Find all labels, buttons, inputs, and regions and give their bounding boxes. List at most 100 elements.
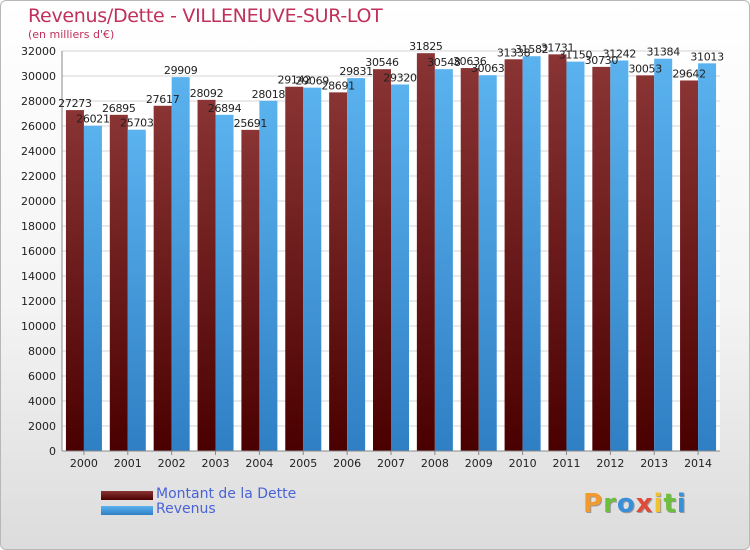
bar-revenus [259,100,278,452]
bar-revenus [391,84,409,451]
data-label-revenus: 28018 [252,88,286,101]
x-tick-label: 2012 [596,457,624,470]
y-tick-label: 12000 [21,295,56,308]
data-label-revenus: 31582 [515,43,549,56]
x-tick-label: 2003 [202,457,230,470]
bar-revenus [347,78,366,452]
data-label-revenus: 26021 [76,113,110,126]
legend-swatch-debt [101,491,153,500]
data-label-debt: 31825 [409,40,443,53]
bar-debt [592,66,611,451]
bar-revenus [434,69,453,452]
y-tick-label: 0 [49,445,56,458]
bar-debt [329,92,348,452]
y-tick-label: 22000 [21,170,56,183]
data-label-debt: 27273 [58,97,92,110]
data-label-revenus: 29831 [339,65,373,78]
chart-title: Revenus/Dette - VILLENEUVE-SUR-LOT [28,5,383,27]
bar-debt [373,69,391,452]
logo-letter: r [603,489,617,519]
logo-letter: t [663,489,677,519]
bar-revenus [522,56,541,451]
y-tick-label: 8000 [28,345,56,358]
legend-swatch-revenus [101,506,153,515]
data-label-revenus: 29320 [383,72,417,85]
bar-debt [65,110,84,452]
data-label-debt: 28092 [190,87,224,100]
x-tick-label: 2011 [552,457,580,470]
bar-revenus [654,58,673,451]
x-tick-label: 2010 [509,457,537,470]
data-label-revenus: 31384 [646,46,680,59]
data-label-revenus: 29069 [296,75,330,88]
data-label-revenus: 31150 [559,49,593,62]
data-label-debt: 26895 [102,102,136,115]
y-tick-label: 10000 [21,320,56,333]
data-label-revenus: 30548 [427,56,461,69]
data-label-revenus: 31242 [603,47,637,60]
data-label-revenus: 25703 [120,117,154,130]
bar-debt [153,105,172,451]
y-tick-label: 14000 [21,270,56,283]
bar-debt [504,59,523,452]
x-tick-label: 2001 [114,457,142,470]
y-tick-label: 24000 [21,145,56,158]
data-label-debt: 30053 [628,62,662,75]
data-label-revenus: 29909 [164,64,198,77]
bar-revenus [215,114,234,451]
y-tick-label: 4000 [28,395,56,408]
bar-debt [636,75,655,452]
chart-subtitle: (en milliers d'€) [28,28,115,41]
y-tick-label: 26000 [21,120,56,133]
data-label-debt: 30730 [585,54,619,67]
bar-revenus [478,75,497,452]
y-tick-label: 28000 [21,95,56,108]
y-tick-label: 18000 [21,220,56,233]
logo-letter: o [616,489,636,519]
logo-letter: i [676,489,687,519]
logo-letter: P [583,489,604,519]
data-label-debt: 30546 [365,56,399,69]
y-tick-label: 2000 [28,420,56,433]
bar-debt [548,54,567,452]
x-tick-label: 2002 [158,457,186,470]
bar-debt [680,80,699,451]
bar-debt [416,53,435,451]
legend-label-debt: Montant de la Dette [156,486,297,502]
x-tick-label: 2005 [289,457,317,470]
x-tick-label: 2006 [333,457,361,470]
y-tick-label: 16000 [21,245,56,258]
y-tick-label: 6000 [28,370,56,383]
data-label-debt: 31731 [541,41,575,54]
data-label-debt: 27617 [146,93,180,106]
bar-revenus [171,77,190,451]
y-tick-label: 20000 [21,195,56,208]
data-label-revenus: 30063 [471,62,505,75]
bar-revenus [610,60,629,451]
x-tick-label: 2013 [640,457,668,470]
data-label-revenus: 26894 [208,102,242,115]
bar-debt [241,129,260,452]
y-tick-label: 32000 [21,45,56,58]
x-tick-label: 2007 [377,457,405,470]
data-label-debt: 30636 [453,55,487,68]
x-tick-label: 2008 [421,457,449,470]
y-tick-label: 30000 [21,70,56,83]
bar-revenus [566,61,585,451]
bar-revenus [303,87,322,451]
proxiti-logo: Proxiti [583,489,687,519]
bar-debt [109,114,128,451]
data-label-debt: 25691 [234,117,268,130]
data-label-debt: 29142 [278,74,312,87]
data-label-debt: 31338 [497,46,531,59]
logo-letter: x [635,489,654,519]
bar-debt [197,99,216,451]
bar-debt [460,68,479,452]
x-tick-label: 2000 [70,457,98,470]
x-tick-label: 2009 [465,457,493,470]
data-label-debt: 29642 [672,67,706,80]
logo-letter: i [653,489,664,519]
bar-revenus [698,63,717,452]
legend-label-revenus: Revenus [156,501,216,517]
